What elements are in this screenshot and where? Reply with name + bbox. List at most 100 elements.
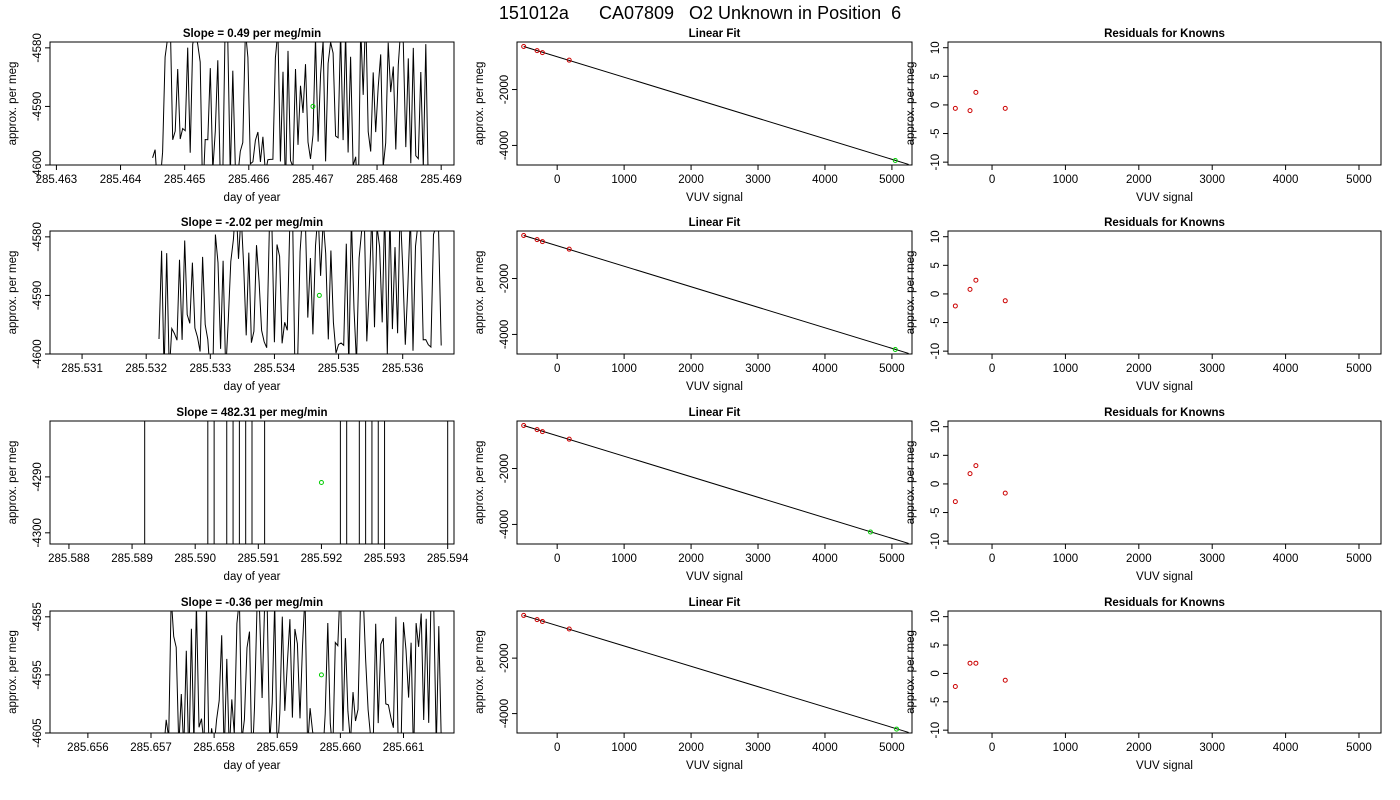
panel-title: Linear Fit	[689, 597, 741, 609]
plot-area	[521, 232, 909, 354]
y-axis-label: approx. per meg	[7, 441, 19, 525]
y-tick-label: -5	[930, 697, 942, 707]
panel-title: Linear Fit	[689, 217, 741, 229]
plot-frame	[947, 230, 1382, 355]
y-tick-label: 5	[930, 73, 942, 79]
x-tick-label: 285.591	[238, 553, 280, 565]
x-tick-label: 285.592	[301, 553, 343, 565]
chart-panel-2: Linear Fit 0 1000 2000 3000 4000 5000 -4000 -200…	[474, 28, 913, 204]
fit-line	[523, 424, 909, 544]
known-point	[973, 660, 979, 666]
unknown-point	[316, 292, 322, 298]
chart-panel-11: Linear Fit 0 1000 2000 3000 4000 5000 -4000 -200…	[474, 597, 913, 772]
fit-line	[523, 234, 909, 354]
known-point	[1002, 105, 1008, 111]
unknown-point	[892, 347, 898, 353]
plot-area	[952, 277, 1008, 309]
x-tick-label: 1000	[1053, 174, 1079, 186]
x-tick-label: 285.589	[111, 553, 153, 565]
known-point	[521, 232, 527, 238]
chart-panel-10: Slope = -0.36 per meg/min 285.656 285.657 2…	[7, 597, 455, 772]
y-tick-label: -4580	[32, 222, 44, 251]
y-tick-label: 5	[930, 642, 942, 648]
x-tick-label: 4000	[812, 553, 838, 565]
x-tick-label: 0	[554, 742, 560, 754]
y-tick-label: -5	[930, 128, 942, 138]
unknown-point	[318, 480, 324, 485]
y-tick-label: -4000	[499, 320, 511, 349]
x-tick-label: 0	[554, 174, 560, 186]
y-tick-label: -2000	[499, 454, 511, 483]
x-tick-label: 285.658	[193, 742, 235, 754]
plot-frame	[49, 230, 455, 355]
x-axis-label: VUV signal	[1136, 381, 1193, 393]
x-tick-label: 2000	[678, 553, 704, 565]
plot-frame	[947, 610, 1382, 734]
x-tick-label: 0	[989, 174, 995, 186]
plot-area	[952, 463, 1008, 505]
known-point	[952, 499, 958, 505]
x-tick-label: 3000	[745, 363, 771, 375]
plot-area	[521, 43, 909, 165]
known-point	[1002, 677, 1008, 683]
known-point	[539, 50, 545, 56]
x-tick-label: 285.588	[48, 553, 90, 565]
y-tick-label: 10	[930, 610, 942, 623]
y-tick-label: -4590	[32, 281, 44, 310]
x-tick-label: 1000	[611, 553, 637, 565]
known-point	[566, 57, 572, 63]
plot-frame	[49, 41, 455, 166]
x-tick-label: 2000	[678, 742, 704, 754]
y-tick-label: 0	[930, 481, 942, 487]
chart-panel-6: Residuals for Knowns 0 1000 2000 3000 4000 500…	[905, 217, 1382, 393]
y-tick-label: 10	[930, 41, 942, 54]
x-axis-label: VUV signal	[686, 192, 743, 204]
y-tick-label: -5	[930, 317, 942, 327]
x-tick-label: 5000	[879, 742, 905, 754]
x-tick-label: 285.465	[164, 174, 206, 186]
x-tick-label: 285.660	[320, 742, 362, 754]
x-tick-label: 285.661	[383, 742, 425, 754]
y-tick-label: -4290	[32, 462, 44, 491]
known-point	[521, 422, 527, 428]
x-axis-label: VUV signal	[1136, 192, 1193, 204]
known-point	[1002, 298, 1008, 304]
chart-panel-8: Linear Fit 0 1000 2000 3000 4000 5000 -4000 -200…	[474, 407, 913, 583]
known-point	[534, 48, 540, 54]
plot-area	[952, 89, 1008, 114]
x-tick-label: 4000	[812, 742, 838, 754]
panel-title: Slope = 482.31 per meg/min	[176, 407, 327, 419]
x-tick-label: 3000	[1199, 363, 1225, 375]
x-tick-label: 285.469	[420, 174, 462, 186]
data-trace	[152, 42, 429, 165]
x-tick-label: 285.536	[382, 363, 424, 375]
y-axis-label: approx. per meg	[474, 251, 486, 335]
plot-frame	[947, 41, 1382, 166]
x-tick-label: 4000	[1273, 553, 1299, 565]
y-axis-label: approx. per meg	[905, 441, 917, 525]
x-tick-label: 0	[554, 363, 560, 375]
y-tick-label: -4000	[499, 510, 511, 539]
y-tick-label: -4600	[32, 339, 44, 368]
plot-area	[164, 611, 442, 733]
known-point	[539, 239, 545, 245]
known-point	[973, 463, 979, 469]
x-tick-label: 5000	[879, 174, 905, 186]
y-axis-label: approx. per meg	[905, 630, 917, 714]
y-tick-label: -4590	[32, 92, 44, 121]
x-axis-label: VUV signal	[686, 571, 743, 583]
plot-frame	[49, 610, 455, 734]
known-point	[973, 89, 979, 95]
unknown-point	[892, 158, 898, 164]
figure-title: 151012a CA07809 O2 Unknown in Position 6	[498, 3, 902, 23]
x-tick-label: 1000	[611, 742, 637, 754]
plot-area	[144, 421, 449, 544]
y-axis-label: approx. per meg	[7, 630, 19, 714]
plot-frame	[947, 420, 1382, 545]
x-tick-label: 5000	[1346, 174, 1372, 186]
x-tick-label: 3000	[1199, 174, 1225, 186]
y-axis-label: approx. per meg	[474, 441, 486, 525]
y-tick-label: -4600	[32, 150, 44, 179]
x-tick-label: 285.659	[256, 742, 298, 754]
